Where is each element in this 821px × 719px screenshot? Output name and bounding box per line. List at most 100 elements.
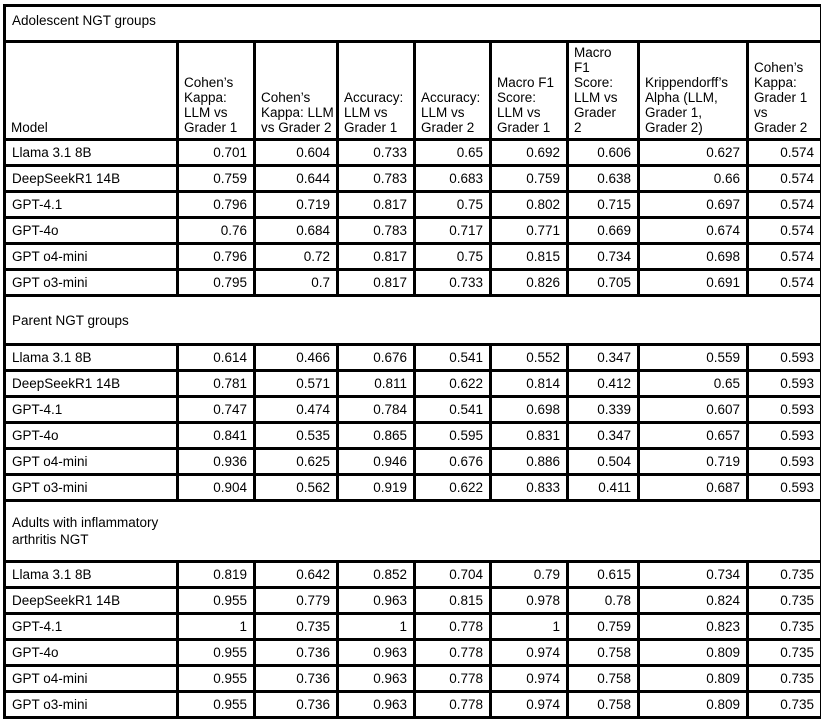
model-cell: DeepSeekR1 14B <box>5 588 178 614</box>
value-cell: 0.574 <box>748 244 821 270</box>
model-cell: Llama 3.1 8B <box>5 562 178 588</box>
value-cell: 0.719 <box>255 192 338 218</box>
value-cell: 0.66 <box>639 166 748 192</box>
value-cell: 0.759 <box>568 614 639 640</box>
value-cell: 0.593 <box>748 449 821 475</box>
value-cell: 0.784 <box>338 397 415 423</box>
value-cell: 0.865 <box>338 423 415 449</box>
model-cell: GPT o3-mini <box>5 270 178 296</box>
value-cell: 0.817 <box>338 244 415 270</box>
value-cell: 0.809 <box>639 692 748 718</box>
column-header: Accuracy: LLM vs Grader 2 <box>415 42 491 140</box>
value-cell: 0.963 <box>338 692 415 718</box>
value-cell: 0.783 <box>338 218 415 244</box>
value-cell: 0.904 <box>178 475 255 501</box>
value-cell: 0.831 <box>491 423 568 449</box>
value-cell: 0.535 <box>255 423 338 449</box>
value-cell: 0.642 <box>255 562 338 588</box>
value-cell: 0.778 <box>415 692 491 718</box>
value-cell: 0.615 <box>568 562 639 588</box>
model-cell: Llama 3.1 8B <box>5 140 178 166</box>
model-cell: GPT-4.1 <box>5 192 178 218</box>
value-cell: 0.78 <box>568 588 639 614</box>
value-cell: 0.701 <box>178 140 255 166</box>
value-cell: 0.814 <box>491 371 568 397</box>
value-cell: 0.76 <box>178 218 255 244</box>
value-cell: 0.347 <box>568 423 639 449</box>
value-cell: 0.955 <box>178 666 255 692</box>
model-cell: GPT o4-mini <box>5 244 178 270</box>
value-cell: 0.974 <box>491 666 568 692</box>
value-cell: 0.674 <box>639 218 748 244</box>
column-header: Macro F1 Score: LLM vs Grader 1 <box>491 42 568 140</box>
value-cell: 0.466 <box>255 345 338 371</box>
value-cell: 0.974 <box>491 640 568 666</box>
value-cell: 0.778 <box>415 614 491 640</box>
model-cell: GPT-4o <box>5 423 178 449</box>
value-cell: 0.574 <box>748 140 821 166</box>
value-cell: 0.796 <box>178 192 255 218</box>
value-cell: 0.778 <box>415 666 491 692</box>
value-cell: 0.75 <box>415 192 491 218</box>
value-cell: 0.593 <box>748 345 821 371</box>
value-cell: 0.347 <box>568 345 639 371</box>
value-cell: 0.733 <box>415 270 491 296</box>
value-cell: 0.339 <box>568 397 639 423</box>
value-cell: 0.747 <box>178 397 255 423</box>
value-cell: 0.715 <box>568 192 639 218</box>
value-cell: 0.778 <box>415 640 491 666</box>
value-cell: 0.7 <box>255 270 338 296</box>
value-cell: 0.687 <box>639 475 748 501</box>
section-title-row: Adolescent NGT groups <box>5 6 821 42</box>
value-cell: 0.574 <box>748 218 821 244</box>
value-cell: 0.683 <box>415 166 491 192</box>
value-cell: 0.852 <box>338 562 415 588</box>
value-cell: 0.817 <box>338 192 415 218</box>
value-cell: 0.796 <box>178 244 255 270</box>
value-cell: 0.826 <box>491 270 568 296</box>
value-cell: 0.734 <box>568 244 639 270</box>
value-cell: 0.676 <box>338 345 415 371</box>
value-cell: 0.735 <box>748 640 821 666</box>
value-cell: 0.955 <box>178 640 255 666</box>
value-cell: 0.735 <box>748 666 821 692</box>
value-cell: 0.593 <box>748 475 821 501</box>
value-cell: 0.574 <box>748 270 821 296</box>
value-cell: 1 <box>491 614 568 640</box>
value-cell: 0.802 <box>491 192 568 218</box>
model-cell: GPT-4.1 <box>5 614 178 640</box>
value-cell: 0.698 <box>639 244 748 270</box>
value-cell: 0.593 <box>748 397 821 423</box>
section-title: Adolescent NGT groups <box>5 6 821 42</box>
value-cell: 0.759 <box>178 166 255 192</box>
value-cell: 0.691 <box>639 270 748 296</box>
value-cell: 0.614 <box>178 345 255 371</box>
model-cell: GPT o4-mini <box>5 666 178 692</box>
section-title: Adults with inflammatory arthritis NGT <box>5 501 821 562</box>
value-cell: 0.946 <box>338 449 415 475</box>
value-cell: 0.736 <box>255 692 338 718</box>
value-cell: 0.735 <box>748 562 821 588</box>
value-cell: 0.474 <box>255 397 338 423</box>
value-cell: 0.735 <box>748 614 821 640</box>
value-cell: 0.607 <box>639 397 748 423</box>
value-cell: 0.625 <box>255 449 338 475</box>
value-cell: 0.823 <box>639 614 748 640</box>
value-cell: 0.795 <box>178 270 255 296</box>
value-cell: 0.781 <box>178 371 255 397</box>
value-cell: 0.736 <box>255 640 338 666</box>
value-cell: 0.541 <box>415 345 491 371</box>
value-cell: 0.412 <box>568 371 639 397</box>
value-cell: 0.735 <box>748 692 821 718</box>
